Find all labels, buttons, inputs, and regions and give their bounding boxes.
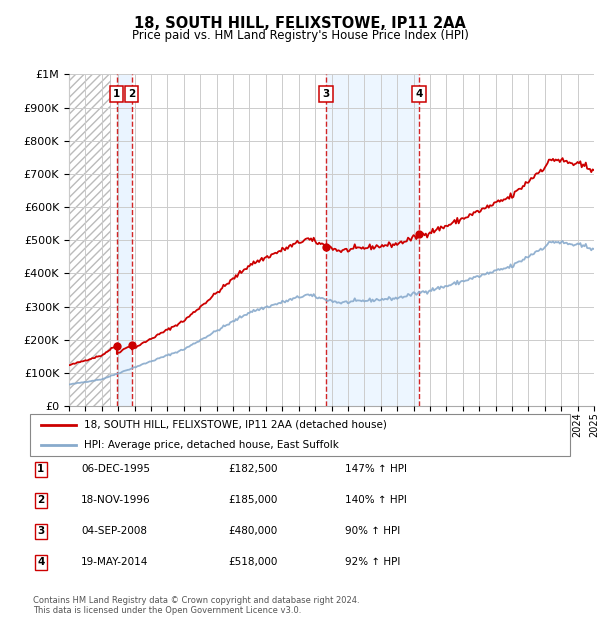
Text: 18-NOV-1996: 18-NOV-1996	[81, 495, 151, 505]
Text: 1: 1	[37, 464, 44, 474]
Text: £182,500: £182,500	[228, 464, 277, 474]
Text: 2: 2	[128, 89, 136, 99]
Text: 4: 4	[415, 89, 422, 99]
Text: Contains HM Land Registry data © Crown copyright and database right 2024.
This d: Contains HM Land Registry data © Crown c…	[33, 596, 359, 615]
Text: £480,000: £480,000	[228, 526, 277, 536]
Text: 18, SOUTH HILL, FELIXSTOWE, IP11 2AA: 18, SOUTH HILL, FELIXSTOWE, IP11 2AA	[134, 16, 466, 31]
Text: £185,000: £185,000	[228, 495, 277, 505]
Text: 1: 1	[113, 89, 121, 99]
Text: 18, SOUTH HILL, FELIXSTOWE, IP11 2AA (detached house): 18, SOUTH HILL, FELIXSTOWE, IP11 2AA (de…	[84, 420, 387, 430]
Text: £518,000: £518,000	[228, 557, 277, 567]
Text: 4: 4	[37, 557, 44, 567]
Text: 90% ↑ HPI: 90% ↑ HPI	[345, 526, 400, 536]
Text: 3: 3	[37, 526, 44, 536]
Text: Price paid vs. HM Land Registry's House Price Index (HPI): Price paid vs. HM Land Registry's House …	[131, 30, 469, 42]
Text: 06-DEC-1995: 06-DEC-1995	[81, 464, 150, 474]
Text: 19-MAY-2014: 19-MAY-2014	[81, 557, 148, 567]
Text: 3: 3	[322, 89, 329, 99]
Text: 04-SEP-2008: 04-SEP-2008	[81, 526, 147, 536]
Text: 147% ↑ HPI: 147% ↑ HPI	[345, 464, 407, 474]
Bar	[69, 74, 110, 406]
Text: 92% ↑ HPI: 92% ↑ HPI	[345, 557, 400, 567]
Bar	[326, 74, 419, 406]
Bar	[117, 74, 132, 406]
Text: HPI: Average price, detached house, East Suffolk: HPI: Average price, detached house, East…	[84, 440, 339, 450]
Text: 140% ↑ HPI: 140% ↑ HPI	[345, 495, 407, 505]
Text: 2: 2	[37, 495, 44, 505]
FancyBboxPatch shape	[30, 414, 570, 456]
